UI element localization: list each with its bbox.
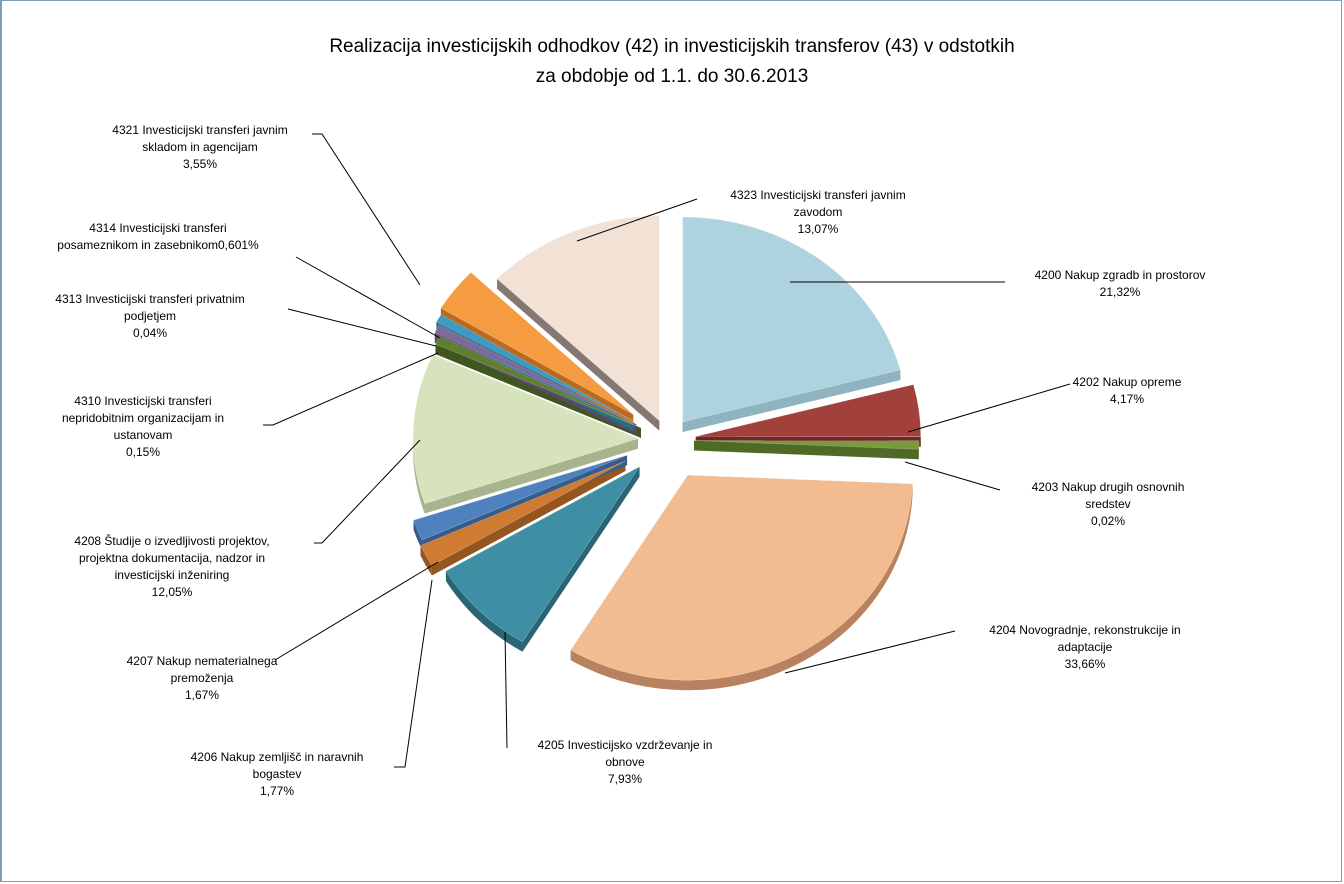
slice-4207 — [413, 455, 628, 541]
data-label-4310: 0,15% — [126, 445, 160, 459]
data-label-4208: 12,05% — [152, 585, 193, 599]
leader-line-4208 — [314, 439, 421, 544]
chart-title: Realizacija investicijskih odhodkov (42)… — [329, 36, 1014, 57]
category-label-4208-0: 4208 Študije o izvedljivosti projektov, — [74, 533, 269, 548]
data-label-4205: 7,93% — [608, 772, 642, 786]
slice-4314 — [436, 314, 634, 422]
data-label-4206: 1,77% — [260, 784, 294, 798]
data-label-4207: 1,67% — [185, 688, 219, 702]
leader-line-4323 — [576, 198, 698, 242]
slice-side-4208 — [413, 438, 425, 514]
chart-subtitle: za obdobje od 1.1. do 30.6.2013 — [536, 66, 809, 87]
category-label-4310-0: 4310 Investicijski transferi — [74, 394, 211, 408]
slice-4208 — [412, 354, 639, 504]
category-label-4314-1: posameznikom in zasebnikom0,601% — [57, 238, 259, 252]
data-label-4200: 21,32% — [1100, 285, 1141, 299]
data-label-4321: 3,55% — [183, 157, 217, 171]
leader-line-4205 — [504, 631, 508, 749]
category-label-4310-1: nepridobitnim organizacijam in — [62, 411, 224, 425]
leader-line-4321 — [312, 133, 421, 286]
leader-line-4204 — [784, 630, 956, 674]
slice-wall-4203-1 — [693, 440, 919, 460]
category-label-4321-1: skladom in agencijam — [142, 140, 257, 154]
category-label-4208-2: investicijski inženiring — [115, 568, 230, 582]
category-label-4310-2: ustanovam — [114, 428, 173, 442]
category-label-4208-1: projektna dokumentacija, nadzor in — [79, 551, 265, 565]
slice-4203 — [693, 440, 920, 450]
category-label-4205-0: 4205 Investicijsko vzdrževanje in — [538, 738, 713, 752]
leader-line-4207 — [274, 561, 439, 661]
data-label-4203: 0,02% — [1091, 514, 1125, 528]
data-label-4313: 0,04% — [133, 326, 167, 340]
leader-line-4202 — [907, 383, 1071, 433]
category-label-4314-0: 4314 Investicijski transferi — [89, 221, 226, 235]
leader-line-4313 — [287, 308, 437, 347]
leader-line-4203 — [904, 461, 1001, 491]
slice-wall-4200-1 — [682, 369, 901, 432]
category-label-4313-1: podjetjem — [124, 309, 176, 323]
pie-slices — [412, 215, 922, 691]
data-label-4204: 33,66% — [1065, 657, 1106, 671]
category-label-4207-0: 4207 Nakup nematerialnega — [127, 654, 278, 668]
slice-side-4205 — [445, 571, 523, 652]
category-label-4200-0: 4200 Nakup zgradb in prostorov — [1035, 268, 1206, 282]
leader-line-4310 — [263, 352, 439, 426]
category-label-4203-1: sredstev — [1085, 497, 1130, 511]
category-label-4204-1: adaptacije — [1058, 640, 1113, 654]
slice-4204 — [570, 474, 913, 681]
category-label-4204-0: 4204 Novogradnje, rekonstrukcije in — [989, 623, 1180, 637]
category-label-4323-1: zavodom — [794, 205, 843, 219]
category-label-4313-0: 4313 Investicijski transferi privatnim — [55, 292, 244, 306]
slice-4310 — [435, 336, 641, 429]
slice-4205 — [445, 466, 640, 643]
slice-wall-4205-0 — [522, 466, 640, 652]
leader-lines — [263, 133, 1071, 768]
slice-4313 — [434, 324, 637, 425]
data-label-4323: 13,07% — [798, 222, 839, 236]
category-label-4206-0: 4206 Nakup zemljišč in naravnih — [191, 750, 364, 764]
category-label-4203-0: 4203 Nakup drugih osnovnih — [1032, 480, 1185, 494]
category-label-4205-1: obnove — [605, 755, 645, 769]
slice-4202 — [695, 384, 922, 438]
slice-side-4204 — [570, 483, 913, 691]
slice-4323 — [496, 215, 660, 422]
slice-4321 — [440, 272, 634, 415]
leader-line-4206 — [394, 579, 433, 768]
category-label-4323-0: 4323 Investicijski transferi javnim — [730, 188, 905, 202]
category-label-4202-0: 4202 Nakup opreme — [1073, 375, 1182, 389]
slice-4200 — [682, 216, 901, 423]
category-label-4206-1: bogastev — [253, 767, 302, 781]
data-label-4202: 4,17% — [1110, 392, 1144, 406]
slice-wall-4208-0 — [424, 438, 639, 514]
category-label-4321-0: 4321 Investicijski transferi javnim — [112, 123, 287, 137]
leader-line-4314 — [295, 256, 441, 339]
slice-wall-4323-0 — [497, 278, 660, 431]
slice-labels: 4200 Nakup zgradb in prostorov 21,32% 4202… — [55, 123, 1205, 798]
category-label-4207-1: premoženja — [171, 671, 234, 685]
